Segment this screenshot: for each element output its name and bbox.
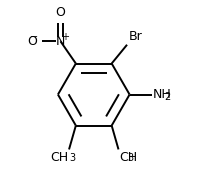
Text: CH: CH xyxy=(50,151,68,164)
Text: −: − xyxy=(30,32,38,42)
Text: NH: NH xyxy=(153,88,171,101)
Text: O: O xyxy=(56,6,66,19)
Text: 3: 3 xyxy=(127,153,134,163)
Text: N: N xyxy=(56,35,65,48)
Text: O: O xyxy=(28,35,37,48)
Text: Br: Br xyxy=(129,30,142,43)
Text: +: + xyxy=(61,32,69,42)
Text: 3: 3 xyxy=(69,153,75,163)
Text: CH: CH xyxy=(119,151,137,164)
Text: 2: 2 xyxy=(165,92,171,102)
